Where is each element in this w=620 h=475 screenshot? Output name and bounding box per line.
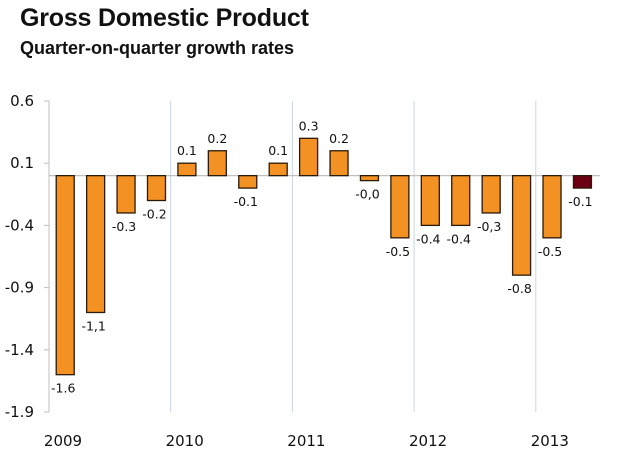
data-label: 0.1 (268, 143, 288, 158)
data-label: 0.2 (207, 131, 227, 146)
data-label: -0.5 (538, 244, 562, 259)
x-axis-year-labels: 2009 2010 2011 2012 2013 (44, 432, 569, 450)
bar-2012-q3 (481, 174, 501, 214)
data-label: -0.5 (386, 244, 410, 259)
bar-2011-q3 (359, 174, 380, 182)
chart-subtitle: Quarter-on-quarter growth rates (20, 38, 295, 58)
bar-2011-q2 (329, 150, 349, 177)
x-year-label: 2009 (44, 432, 82, 450)
data-label: -0.3 (112, 219, 136, 234)
bar-2009-q2 (85, 174, 106, 314)
data-label: -1.6 (51, 381, 75, 396)
y-tick-label: 0.1 (10, 154, 34, 172)
data-label: -0.1 (568, 194, 592, 209)
bar-2012-q1 (420, 174, 440, 227)
data-labels: -1.6 -1,1 -0.3 -0.2 0.1 0.2 -0.1 0.1 0.3 0.2 -0,0 -… (51, 118, 593, 395)
bar-2011-q4 (390, 174, 410, 239)
data-label: -0.2 (142, 207, 166, 222)
data-label: -0,3 (477, 219, 501, 234)
bar-2012-q2 (451, 174, 471, 227)
data-label: 0.1 (177, 143, 197, 158)
data-label: -0.1 (234, 194, 258, 209)
chart-title: Gross Domestic Product (20, 4, 309, 32)
data-label: 0.3 (299, 118, 319, 133)
bar-2012-q4 (511, 174, 532, 276)
data-label: -0.4 (416, 231, 440, 246)
data-label: -0,0 (355, 187, 379, 202)
data-label: -0.4 (447, 231, 471, 246)
data-label: 0.2 (329, 131, 349, 146)
bar-2010-q4 (268, 162, 288, 177)
x-year-label: 2011 (287, 432, 325, 450)
y-tick-label: -1.4 (5, 341, 34, 359)
bar-2009-q3 (116, 174, 136, 214)
y-axis: 0.6 0.1 -0.4 -0.9 -1.4 -1.9 (5, 92, 50, 421)
bar-2013-q1 (542, 174, 562, 239)
y-tick-label: -1.9 (5, 403, 34, 421)
y-tick-label: 0.6 (10, 92, 34, 110)
bar-2011-q1 (298, 137, 319, 177)
data-label: -0.8 (507, 281, 531, 296)
bar-2009-q4 (146, 174, 167, 202)
x-year-label: 2013 (531, 432, 569, 450)
bar-2010-q1 (177, 162, 197, 177)
bar-2009-q1 (55, 174, 75, 376)
y-tick-label: -0.4 (5, 216, 34, 234)
year-separators (170, 101, 537, 412)
y-tick-label: -0.9 (5, 279, 34, 297)
x-year-label: 2010 (166, 432, 204, 450)
bar-2013-q2 (572, 174, 593, 189)
bars (55, 137, 593, 376)
data-label: -1,1 (81, 318, 105, 333)
x-year-label: 2012 (409, 432, 447, 450)
bar-2010-q3 (238, 174, 258, 189)
bar-2010-q2 (207, 150, 227, 177)
